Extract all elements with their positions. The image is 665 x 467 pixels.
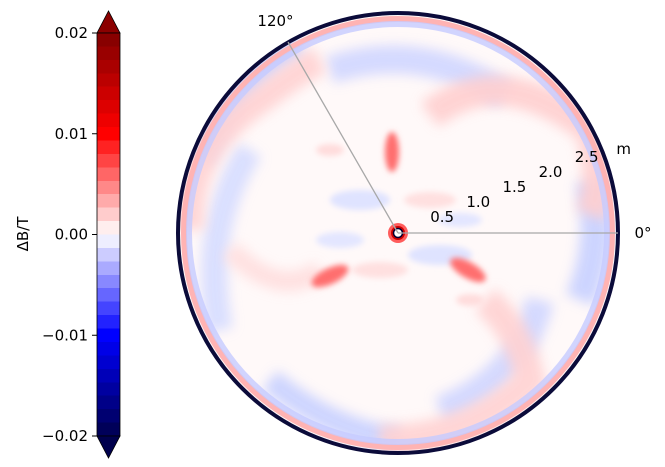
colorbar-body [96,32,121,437]
colorbar-tick-label: 0.01 [55,125,88,143]
colorbar-label: ΔB/T [14,216,32,252]
colorbar: 0.02 0.01 0.00 −0.01 −0.02 ΔB/T [14,10,121,459]
colorbar-ticks: 0.02 0.01 0.00 −0.01 −0.02 [42,24,97,445]
hot-spot [311,264,349,288]
angular-tick-label: 120° [257,12,293,30]
center-speckle [316,144,484,306]
angular-tick-label: 0° [634,224,651,242]
polar-labels: 0.5 1.0 1.5 2.0 2.5 m 0° 120° [257,12,651,242]
radial-tick-label: 1.5 [502,178,526,196]
angle-line-120 [287,41,399,234]
colorbar-extend-low [96,435,121,459]
radial-tick-label: 2.0 [539,163,563,181]
hot-spot [450,257,486,283]
radial-tick-label: 1.0 [466,193,490,211]
colorbar-tick-label: 0.00 [55,226,88,244]
hot-spot [385,132,399,172]
colorbar-extend-high [96,10,121,34]
radial-unit-label: m [616,140,631,158]
radial-tick-label: 2.5 [575,148,599,166]
colorbar-tick-label: −0.01 [42,326,88,344]
colorbar-tick-label: −0.02 [42,427,88,445]
polar-plot: 0.5 1.0 1.5 2.0 2.5 m 0° 120° [176,11,652,455]
colorbar-tick-label: 0.02 [55,24,88,42]
radial-tick-label: 0.5 [430,208,454,226]
hot-spots [311,132,486,288]
